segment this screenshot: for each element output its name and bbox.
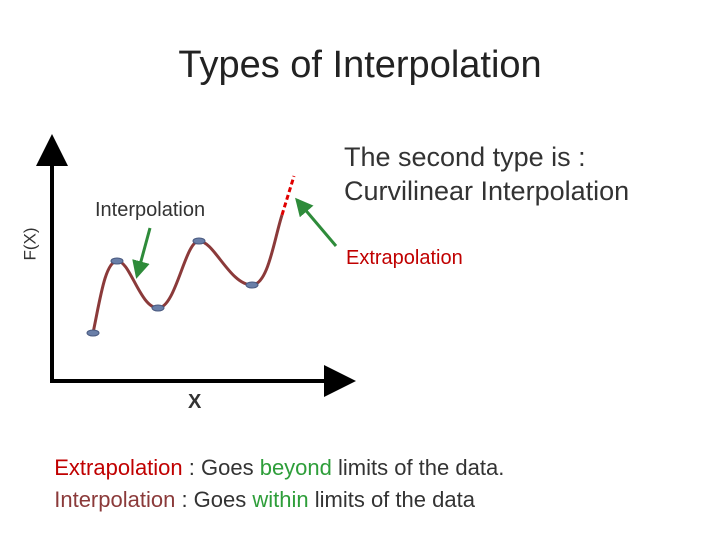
interpolation-label: Interpolation bbox=[95, 199, 206, 221]
text: limits of the data bbox=[308, 487, 475, 512]
keyword: within bbox=[252, 487, 309, 512]
extrapolation-label: Extrapolation bbox=[346, 247, 463, 269]
definition: Extrapolation : Goes beyond limits of th… bbox=[42, 429, 504, 481]
curve bbox=[91, 214, 284, 334]
y-axis-label: F(X) bbox=[20, 227, 40, 261]
title: Types of Interpolation bbox=[178, 44, 542, 86]
pointer-arrow bbox=[295, 197, 338, 247]
data-point bbox=[151, 304, 165, 312]
text: : Goes bbox=[182, 455, 260, 480]
heading-line: Curvilinear Interpolation bbox=[344, 176, 630, 206]
keyword: beyond bbox=[259, 455, 332, 480]
heading-line: The second type is : bbox=[344, 142, 586, 172]
data-point bbox=[110, 257, 124, 265]
data-point bbox=[86, 329, 100, 337]
data-points bbox=[86, 237, 259, 337]
extrapolation-line bbox=[280, 175, 296, 216]
text: : Goes bbox=[175, 487, 253, 512]
term: Interpolation bbox=[54, 487, 176, 512]
x-axis-label: X bbox=[188, 391, 202, 413]
term: Extrapolation bbox=[54, 455, 183, 480]
data-point bbox=[192, 237, 206, 245]
text: limits of the data. bbox=[331, 455, 505, 480]
definition: Interpolation : Goes within limits of th… bbox=[42, 461, 475, 513]
pointer-arrow bbox=[132, 227, 152, 279]
data-point bbox=[245, 281, 259, 289]
